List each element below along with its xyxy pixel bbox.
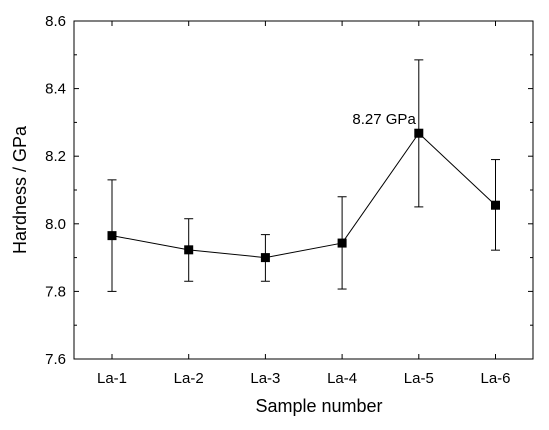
annotation-label: 8.27 GPa <box>352 111 416 128</box>
y-tick-label: 8.4 <box>45 81 66 98</box>
y-tick-label: 7.6 <box>45 351 66 368</box>
y-tick-label: 8.2 <box>45 148 66 165</box>
x-tick-label: La-6 <box>480 370 510 387</box>
data-point <box>260 253 270 263</box>
y-tick-label: 8.6 <box>45 13 66 30</box>
plot-frame <box>73 20 534 360</box>
y-axis-ticks: 7.6 7.8 8.0 8.2 8.4 8.6 <box>45 13 533 368</box>
x-tick-label: La-4 <box>327 370 357 387</box>
data-point <box>337 238 347 248</box>
x-tick-label: La-2 <box>174 370 204 387</box>
data-point <box>107 231 117 241</box>
series-line <box>111 132 496 259</box>
series-layer <box>107 59 500 292</box>
y-axis-title: Hardness / GPa <box>10 125 30 254</box>
x-tick-label: La-1 <box>97 370 127 387</box>
y-tick-label: 7.8 <box>45 283 66 300</box>
data-point <box>491 200 500 210</box>
y-tick-label: 8.0 <box>45 216 66 233</box>
x-tick-label: La-5 <box>404 370 434 387</box>
x-axis-title: Sample number <box>255 396 382 416</box>
data-point <box>414 128 424 138</box>
x-tick-label: La-3 <box>250 370 280 387</box>
x-axis-ticks: La-1 La-2 La-3 La-4 La-5 La-6 <box>97 21 511 387</box>
data-point <box>184 245 194 255</box>
